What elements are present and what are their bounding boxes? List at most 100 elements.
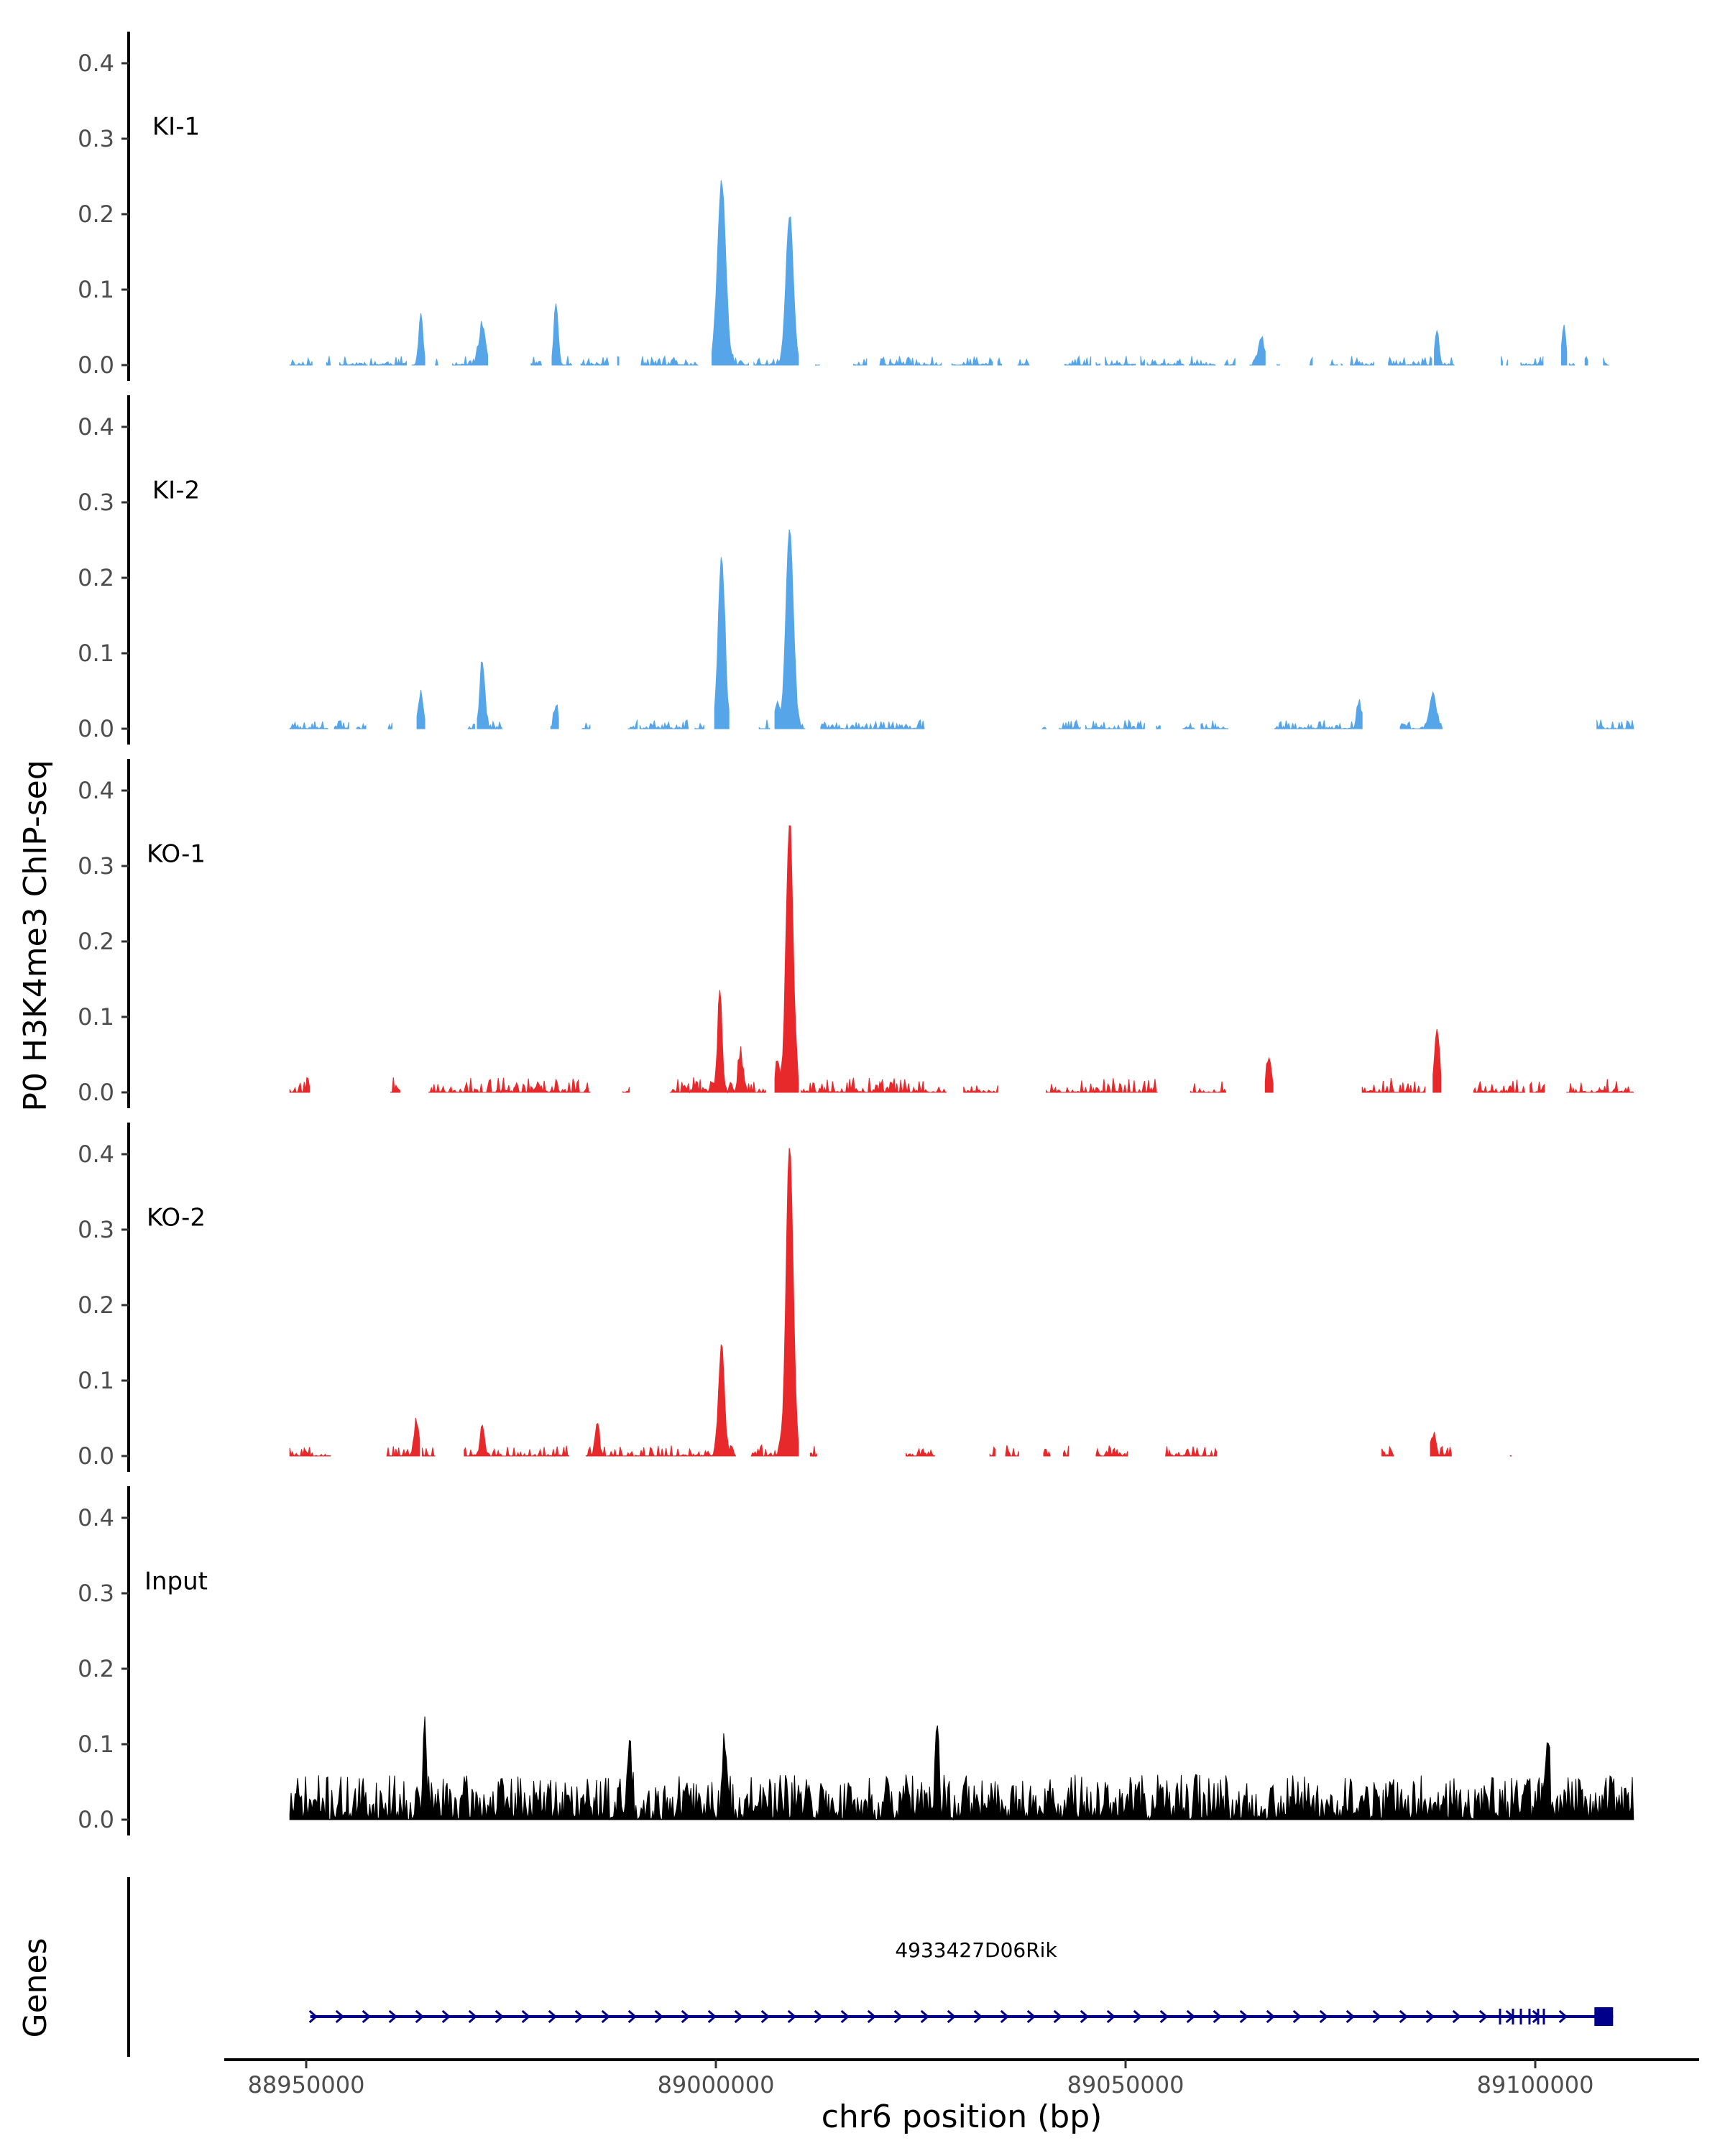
strand-arrow-icon <box>760 2009 770 2024</box>
y-tick-label: 0.4 <box>78 1504 114 1531</box>
y-tick-label: 0.3 <box>78 125 114 152</box>
x-tick-label: 88950000 <box>248 2071 365 2099</box>
strand-arrow-icon <box>893 2009 903 2024</box>
strand-arrow-icon <box>1292 2009 1302 2024</box>
y-tick-label: 0.4 <box>78 50 114 77</box>
y-tick-label: 0.4 <box>78 413 114 441</box>
track-label: KO-1 <box>147 839 206 868</box>
signal-area <box>289 180 1609 367</box>
exon <box>1512 2009 1514 2024</box>
y-tick-label: 0.0 <box>78 1442 114 1470</box>
signal-area <box>289 1716 1634 1821</box>
strand-arrow-icon <box>867 2009 876 2024</box>
y-tick-label: 0.0 <box>78 1806 114 1833</box>
y-tick-label: 0.4 <box>78 1141 114 1168</box>
strand-arrow-icon <box>335 2009 344 2024</box>
strand-arrow-icon <box>947 2009 956 2024</box>
strand-arrow-icon <box>362 2009 371 2024</box>
strand-arrow-icon <box>1080 2009 1089 2024</box>
strand-arrow-icon <box>1346 2009 1355 2024</box>
strand-arrow-icon <box>1425 2009 1435 2024</box>
strand-arrow-icon <box>1000 2009 1009 2024</box>
strand-arrow-icon <box>1159 2009 1169 2024</box>
strand-arrow-icon <box>548 2009 557 2024</box>
exon-terminal <box>1594 2007 1614 2026</box>
strand-arrow-icon <box>814 2009 823 2024</box>
exon <box>1537 2009 1540 2024</box>
y-tick-label: 0.1 <box>78 640 114 667</box>
strand-arrow-icon <box>920 2009 929 2024</box>
strand-arrow-icon <box>1478 2009 1488 2024</box>
strand-arrow-icon <box>1266 2009 1275 2024</box>
exon <box>1528 2009 1531 2024</box>
y-tick-label: 0.2 <box>78 1291 114 1319</box>
exon <box>1519 2009 1522 2024</box>
strand-arrow-icon <box>787 2009 796 2024</box>
strand-arrow-icon <box>654 2009 663 2024</box>
strand-arrow-icon <box>415 2009 424 2024</box>
track-ki-2: 0.0 0.1 0.2 0.3 0.4 KI-2 <box>78 395 1634 745</box>
y-tick-label: 0.0 <box>78 715 114 742</box>
strand-arrow-icon <box>681 2009 690 2024</box>
strand-arrow-icon <box>574 2009 584 2024</box>
strand-arrow-icon <box>1319 2009 1328 2024</box>
track-ki-1: 0.0 0.1 0.2 0.3 0.4 KI-1 <box>78 32 1609 381</box>
y-tick-label: 0.3 <box>78 1580 114 1607</box>
signal-area <box>289 825 1634 1094</box>
track-ko-1: 0.0 0.1 0.2 0.3 0.4 KO-1 <box>78 759 1634 1108</box>
track-label: Input <box>144 1567 208 1595</box>
strand-arrow-icon <box>521 2009 530 2024</box>
strand-arrow-icon <box>1532 2009 1541 2024</box>
gene-track: 4933427D06Rik <box>127 1877 1614 2057</box>
y-tick-label: 0.2 <box>78 564 114 591</box>
y-axis-title: P0 H3K4me3 ChIP-seq <box>17 760 54 1111</box>
y-tick-label: 0.0 <box>78 1079 114 1106</box>
strand-arrow-icon <box>840 2009 850 2024</box>
strand-arrow-icon <box>1053 2009 1062 2024</box>
y-tick-label: 0.1 <box>78 1003 114 1031</box>
strand-arrow-icon <box>734 2009 743 2024</box>
y-tick-label: 0.3 <box>78 489 114 516</box>
strand-arrow-icon <box>707 2009 717 2024</box>
y-tick-label: 0.1 <box>78 276 114 303</box>
exon <box>1542 2009 1545 2024</box>
genes-axis-title: Genes <box>17 1938 54 2037</box>
gene-name-label: 4933427D06Rik <box>895 1938 1057 1962</box>
strand-arrow-icon <box>1558 2009 1568 2024</box>
track-label: KI-1 <box>152 112 200 141</box>
track-label: KI-2 <box>152 476 200 505</box>
strand-arrow-icon <box>1399 2009 1408 2024</box>
strand-arrow-icon <box>468 2009 477 2024</box>
strand-arrow-icon <box>1186 2009 1195 2024</box>
x-axis-title: chr6 position (bp) <box>822 2099 1103 2135</box>
strand-arrow-icon <box>388 2009 397 2024</box>
strand-arrow-icon <box>494 2009 504 2024</box>
strand-arrow-icon <box>1106 2009 1116 2024</box>
y-tick-label: 0.2 <box>78 201 114 228</box>
y-tick-label: 0.1 <box>78 1367 114 1394</box>
x-tick-label: 89050000 <box>1067 2071 1184 2099</box>
x-axis: 88950000 89000000 89050000 89100000 <box>224 2058 1699 2099</box>
strand-arrow-icon <box>308 2009 318 2024</box>
y-tick-label: 0.1 <box>78 1731 114 1758</box>
strand-arrow-icon <box>1133 2009 1142 2024</box>
track-input: 0.0 0.1 0.2 0.3 0.4 Input <box>78 1486 1634 1835</box>
strand-arrow-icon <box>1372 2009 1381 2024</box>
y-tick-label: 0.3 <box>78 1216 114 1243</box>
strand-arrow-icon <box>601 2009 610 2024</box>
signal-area <box>289 529 1634 730</box>
strand-arrow-icon <box>627 2009 637 2024</box>
strand-arrow-icon <box>1452 2009 1461 2024</box>
exon <box>1499 2009 1501 2024</box>
strand-arrow-icon <box>1239 2009 1248 2024</box>
signal-area <box>289 1148 1512 1457</box>
track-label: KO-2 <box>147 1203 206 1232</box>
y-tick-label: 0.3 <box>78 852 114 880</box>
y-tick-label: 0.4 <box>78 777 114 804</box>
strand-arrow-icon <box>441 2009 451 2024</box>
track-ko-2: 0.0 0.1 0.2 0.3 0.4 KO-2 <box>78 1123 1512 1472</box>
strand-arrow-icon <box>973 2009 983 2024</box>
x-tick-label: 89000000 <box>658 2071 775 2099</box>
x-tick-label: 89100000 <box>1477 2071 1594 2099</box>
